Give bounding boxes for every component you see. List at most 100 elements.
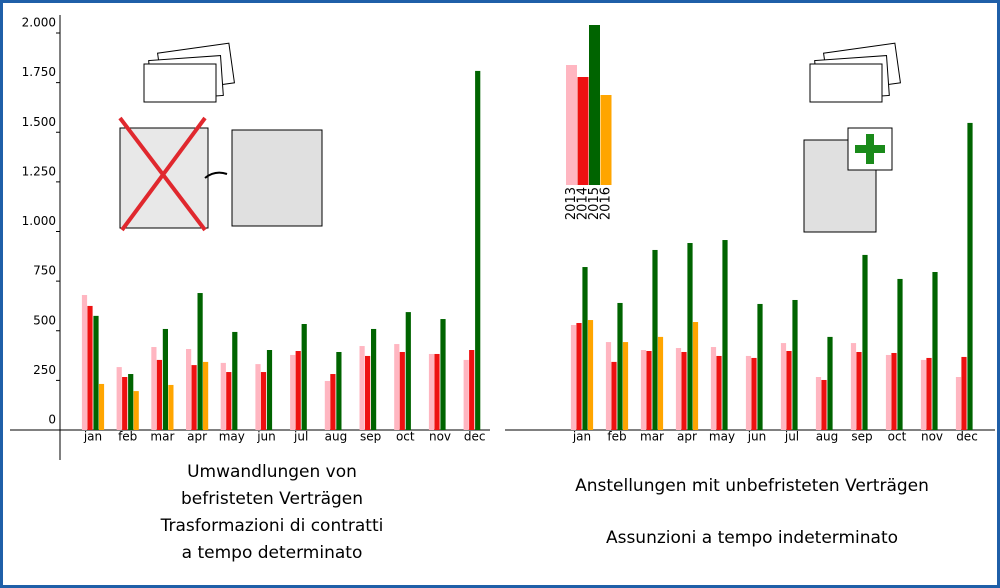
- x-tick-label: mar: [150, 430, 174, 444]
- x-tick-label: mar: [640, 430, 664, 444]
- bar: [827, 336, 833, 430]
- y-tick-label: 750: [33, 264, 56, 278]
- bar: [191, 365, 197, 430]
- legend-label: 2016: [599, 187, 614, 220]
- y-tick-label: 250: [33, 363, 56, 377]
- bar: [226, 372, 232, 430]
- x-tick-label: may: [219, 430, 245, 444]
- bar: [897, 278, 903, 430]
- bar: [786, 350, 792, 430]
- x-tick-label: nov: [921, 430, 943, 444]
- bar: [186, 349, 192, 430]
- bar: [716, 355, 722, 430]
- bar: [815, 377, 822, 430]
- bar: [162, 328, 168, 430]
- x-tick-label: jan: [572, 430, 591, 444]
- bar: [576, 323, 582, 430]
- bar: [394, 344, 400, 430]
- bar: [156, 359, 162, 430]
- bar: [295, 350, 301, 430]
- bar: [266, 350, 273, 430]
- bar: [751, 357, 757, 430]
- bar: [371, 328, 377, 430]
- bar: [203, 361, 209, 430]
- y-tick-label: 1.250: [22, 164, 56, 178]
- bar: [622, 342, 629, 430]
- x-tick-label: sep: [851, 430, 872, 444]
- bar: [365, 355, 371, 430]
- bar: [151, 347, 157, 430]
- x-tick-label: aug: [325, 430, 348, 444]
- bar: [821, 379, 827, 430]
- x-tick-label: aug: [816, 430, 839, 444]
- bar: [399, 351, 405, 430]
- chart-title: Trasformazioni di contratti: [160, 516, 384, 536]
- bar: [93, 315, 99, 430]
- bar: [646, 350, 652, 430]
- chart-title: Assunzioni a tempo indeterminato: [606, 528, 898, 548]
- x-tick-label: may: [709, 430, 735, 444]
- chart-title: Umwandlungen von: [187, 462, 357, 482]
- bar: [710, 347, 717, 430]
- bar: [197, 293, 203, 430]
- y-tick-label: 0: [48, 413, 56, 427]
- bar: [657, 336, 664, 430]
- bar: [955, 377, 962, 430]
- bar: [128, 374, 134, 430]
- bar: [301, 324, 307, 430]
- bar: [469, 350, 475, 430]
- bar: [475, 70, 481, 430]
- x-tick-label: oct: [396, 430, 415, 444]
- bar: [122, 377, 128, 430]
- bar: [324, 380, 330, 430]
- x-tick-label: apr: [677, 430, 697, 444]
- bar: [652, 249, 658, 430]
- x-tick-label: dec: [464, 430, 486, 444]
- x-tick-label: nov: [429, 430, 451, 444]
- bar: [359, 346, 365, 430]
- bar: [850, 343, 857, 430]
- legend-swatch: [577, 77, 589, 185]
- legend-label: 2014: [576, 187, 591, 220]
- bar: [792, 299, 798, 430]
- bar: [260, 372, 267, 430]
- bar: [675, 348, 682, 430]
- y-tick-label: 1.750: [22, 65, 56, 79]
- x-tick-label: jul: [784, 430, 799, 444]
- x-tick-label: sep: [360, 430, 381, 444]
- bar: [405, 312, 411, 430]
- bar: [463, 359, 469, 430]
- money-icon: [809, 42, 901, 103]
- bar: [81, 295, 88, 430]
- bar: [570, 324, 577, 430]
- bar: [681, 351, 687, 430]
- bar: [87, 305, 93, 430]
- x-tick-label: feb: [607, 430, 626, 444]
- bar: [640, 350, 647, 430]
- bar: [168, 384, 174, 430]
- bar: [745, 355, 752, 430]
- chart-title: befristeten Verträgen: [181, 489, 363, 509]
- y-tick-label: 1.500: [22, 115, 56, 129]
- bar: [932, 271, 938, 430]
- y-tick-label: 500: [33, 313, 56, 327]
- legend-swatch: [566, 65, 577, 185]
- bar: [862, 254, 868, 430]
- x-tick-label: jun: [747, 430, 767, 444]
- bar: [611, 361, 617, 430]
- x-tick-label: jan: [83, 430, 102, 444]
- bar: [582, 267, 588, 430]
- bar: [434, 353, 440, 430]
- money-icon: [143, 42, 235, 103]
- bar: [617, 302, 623, 430]
- x-tick-label: dec: [956, 430, 978, 444]
- x-tick-label: oct: [888, 430, 907, 444]
- bar: [692, 322, 699, 430]
- bar: [290, 354, 296, 430]
- bar: [232, 331, 238, 430]
- y-tick-label: 2.000: [22, 16, 56, 30]
- legend-label: 2015: [587, 187, 602, 220]
- legend-swatch: [589, 25, 600, 185]
- bar: [98, 383, 105, 430]
